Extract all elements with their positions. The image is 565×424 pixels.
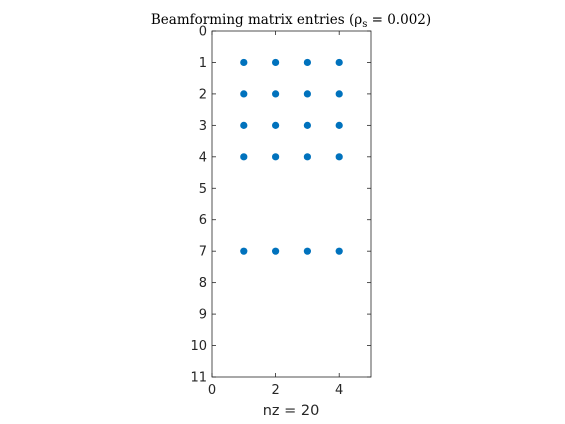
x-tick-label: 0 <box>208 383 216 398</box>
chart-title-subscript: s <box>362 19 367 30</box>
y-tick-label: 11 <box>190 371 207 386</box>
data-point <box>303 153 311 161</box>
data-point <box>240 247 248 255</box>
data-point <box>335 90 343 98</box>
data-point <box>272 153 280 161</box>
data-point <box>335 121 343 129</box>
data-point <box>303 58 311 67</box>
data-point <box>303 247 311 255</box>
data-point <box>303 90 311 98</box>
data-point <box>335 247 343 255</box>
y-tick-label: 10 <box>190 339 207 354</box>
y-tick-label: 2 <box>199 87 207 102</box>
y-tick-label: 3 <box>199 119 207 134</box>
data-point <box>335 153 343 161</box>
data-point <box>335 58 343 67</box>
data-point <box>272 247 280 255</box>
chart-title-main: Beamforming matrix entries (ρ <box>151 12 362 28</box>
data-point <box>240 58 248 67</box>
data-point <box>272 58 280 67</box>
x-tick-label: 2 <box>271 383 279 398</box>
x-axis-label: nz = 20 <box>263 403 320 419</box>
chart-title-tail: = 0.002) <box>367 12 431 28</box>
data-point <box>240 90 248 98</box>
data-point <box>272 90 280 98</box>
axes-box <box>211 30 372 378</box>
y-tick-label: 0 <box>199 25 207 40</box>
y-tick-label: 7 <box>199 245 207 260</box>
y-tick-label: 9 <box>199 308 207 323</box>
y-tick-label: 8 <box>199 276 207 291</box>
chart-title: Beamforming matrix entries (ρs = 0.002) <box>151 12 431 30</box>
y-tick-label: 1 <box>199 56 207 71</box>
data-point <box>272 121 280 129</box>
y-tick-label: 5 <box>199 182 207 197</box>
y-tick-label: 4 <box>199 150 207 165</box>
y-tick-label: 6 <box>199 213 207 228</box>
x-tick-label: 4 <box>335 383 343 398</box>
data-point <box>240 153 248 161</box>
data-point <box>240 121 248 129</box>
data-point <box>303 121 311 129</box>
